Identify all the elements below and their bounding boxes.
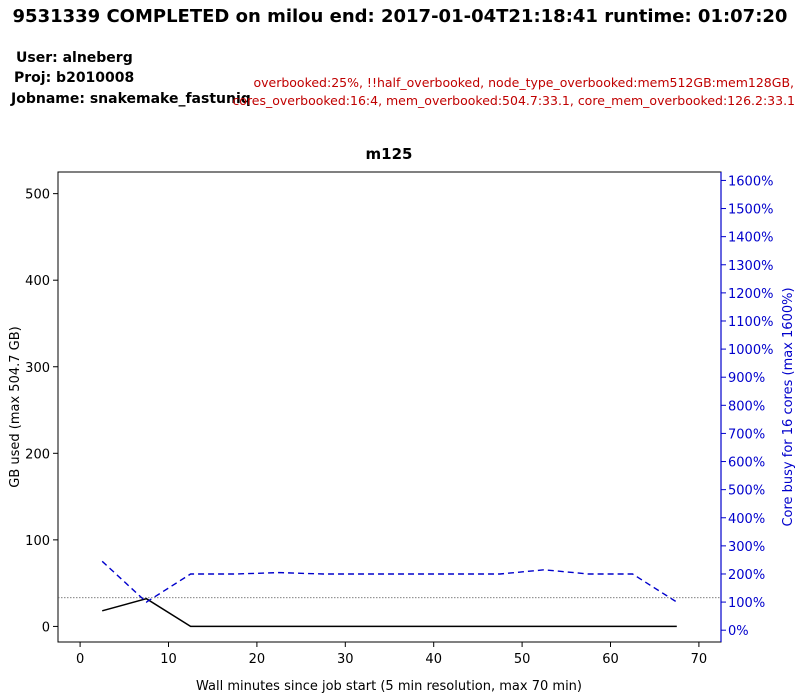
y-axis-label: GB used (max 504.7 GB) [8, 326, 23, 487]
y2-tick-label: 100% [728, 596, 765, 611]
job-title: 9531339 COMPLETED on milou end: 2017-01-… [12, 6, 788, 27]
x-tick-label: 0 [76, 652, 84, 667]
y2-tick-label: 200% [728, 568, 765, 583]
x-tick-label: 20 [249, 652, 266, 667]
jobname-label: Jobname: snakemake_fastuniq [11, 91, 251, 107]
y2-tick-label: 1100% [728, 315, 773, 330]
y2-tick-label: 400% [728, 512, 765, 527]
y-tick-label: 100 [25, 534, 50, 549]
chart-title: m125 [366, 145, 413, 163]
y2-tick-label: 300% [728, 540, 765, 555]
y2-tick-label: 1200% [728, 287, 773, 302]
x-axis: 0 10 20 30 40 50 60 70 [76, 642, 707, 667]
y-tick-label: 200 [25, 447, 50, 462]
x-tick-label: 60 [602, 652, 619, 667]
y-tick-label: 300 [25, 361, 50, 376]
y-tick-label: 400 [25, 274, 50, 289]
project-label: Proj: b2010008 [14, 70, 135, 86]
y2-axis-label: Core busy for 16 cores (max 1600%) [781, 287, 796, 526]
memory-usage-line [102, 597, 677, 628]
x-tick-label: 50 [514, 652, 531, 667]
x-tick-label: 30 [337, 652, 354, 667]
series-layer [101, 560, 678, 628]
y2-tick-label: 1600% [728, 174, 773, 189]
y-axis-left: 0 100 200 300 400 500 [25, 188, 58, 635]
warning-line-1: overbooked:25%, !!half_overbooked, node_… [253, 75, 794, 90]
y2-tick-label: 1500% [728, 203, 773, 218]
cpu-usage-line [101, 560, 678, 603]
y-axis-right: 0% 100% 200% 300% 400% 500% 600% 700% 800% 900% 10… [720, 172, 773, 642]
x-tick-label: 10 [160, 652, 177, 667]
x-axis-label: Wall minutes since job start (5 min reso… [196, 679, 582, 694]
user-label: User: alneberg [16, 50, 133, 66]
y2-tick-label: 900% [728, 371, 765, 386]
x-tick-label: 70 [691, 652, 708, 667]
y2-tick-label: 1400% [728, 231, 773, 246]
warning-line-2: cores_overbooked:16:4, mem_overbooked:50… [232, 93, 795, 108]
y2-tick-label: 600% [728, 456, 765, 471]
plot-frame [57, 171, 722, 643]
y-tick-label: 500 [25, 188, 50, 203]
x-tick-label: 40 [425, 652, 442, 667]
y2-tick-label: 700% [728, 427, 765, 442]
y2-tick-label: 1000% [728, 343, 773, 358]
y2-tick-label: 500% [728, 484, 765, 499]
y-tick-label: 0 [42, 620, 50, 635]
y2-tick-label: 0% [728, 624, 749, 639]
y2-tick-label: 800% [728, 399, 765, 414]
y2-tick-label: 1300% [728, 259, 773, 274]
